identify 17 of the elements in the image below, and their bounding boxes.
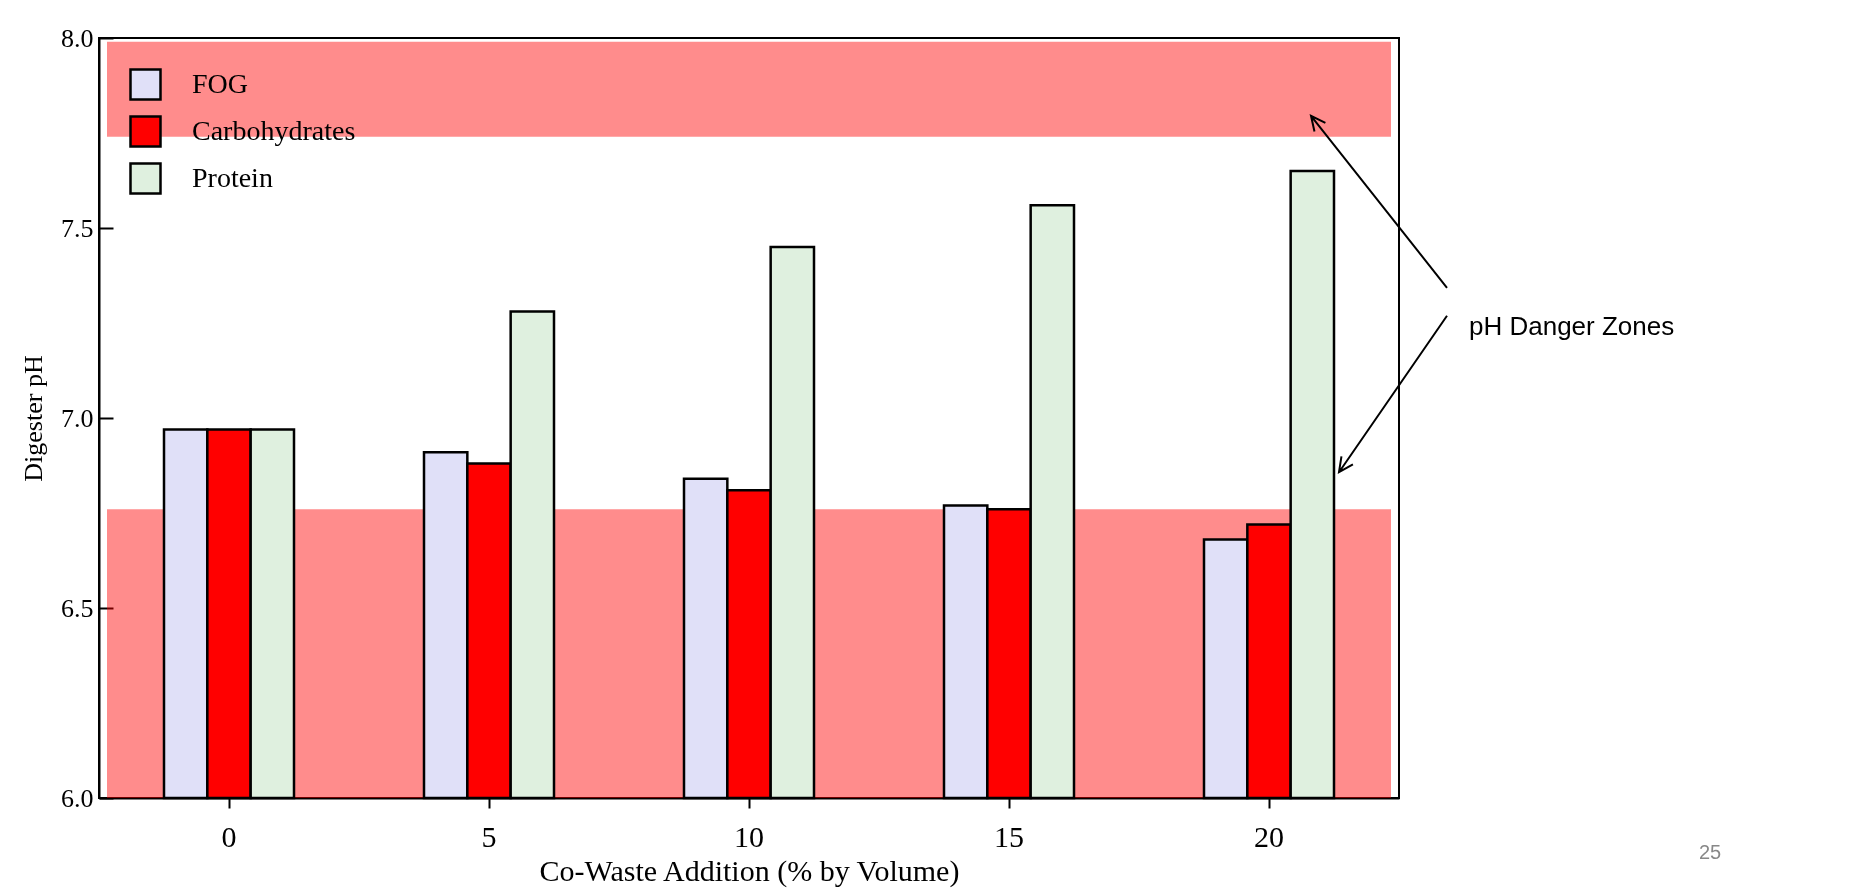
legend-label: Protein xyxy=(192,161,273,193)
text: 25 xyxy=(1699,841,1722,863)
y-tick-label: 7.5 xyxy=(61,213,94,243)
legend-label: FOG xyxy=(192,67,249,99)
y-tick-label: 6.5 xyxy=(61,593,94,623)
x-tick-label: 20 xyxy=(1254,819,1284,853)
y-axis-title: Digester pH xyxy=(19,355,48,482)
x-tick-label: 0 xyxy=(221,819,237,853)
x-tick-label: 10 xyxy=(734,819,764,853)
y-tick-label: 7.0 xyxy=(61,403,94,433)
x-axis-title: Co-Waste Addition (% by Volume) xyxy=(539,853,960,888)
legend-label: Carbohydrates xyxy=(192,114,356,146)
x-tick-label: 15 xyxy=(994,819,1024,853)
y-tick-label: 6.0 xyxy=(61,783,94,813)
text: pH Danger Zones xyxy=(1469,310,1675,341)
x-tick-label: 5 xyxy=(481,819,497,853)
y-tick-label: 8.0 xyxy=(61,23,94,53)
